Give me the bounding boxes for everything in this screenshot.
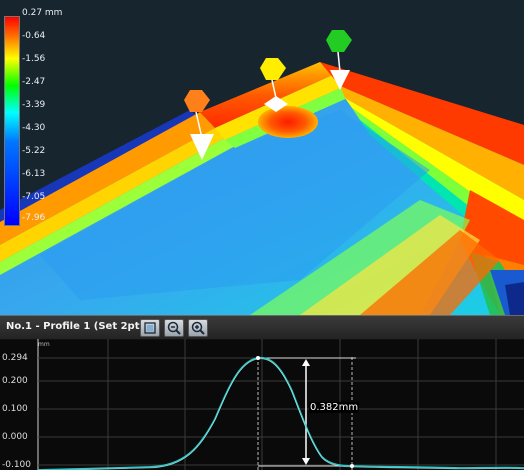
profile-graph[interactable]: mm 0.294 0.200 0.100 0.000 -0.100 0.382m… xyxy=(0,339,524,470)
legend-label: -6.13 xyxy=(22,169,46,179)
3d-surface-view[interactable]: 0.27 mm -0.64 -1.56 -2.47 -3.39 -4.30 -5… xyxy=(0,0,524,315)
profile-plot-area xyxy=(37,339,524,470)
y-tick-label: 0.000 xyxy=(2,432,28,442)
legend-label: -2.47 xyxy=(22,77,46,87)
legend-label: -5.22 xyxy=(22,146,46,156)
height-measurement-label: 0.382mm xyxy=(309,402,360,413)
zoom-in-icon xyxy=(191,321,205,335)
zoom-out-button[interactable] xyxy=(164,319,184,337)
color-scale-bar xyxy=(4,16,20,226)
legend-label: -0.64 xyxy=(22,31,46,41)
height-map-surface xyxy=(0,62,524,315)
fit-view-icon xyxy=(144,322,156,334)
y-tick-label: -0.100 xyxy=(2,460,32,470)
measure-point-1-marker[interactable] xyxy=(180,86,220,166)
set-point-1 xyxy=(256,356,260,360)
measure-point-2-marker[interactable] xyxy=(258,54,298,116)
legend-label: -7.05 xyxy=(22,192,46,202)
legend-label: -3.39 xyxy=(22,100,46,110)
profile-title: No.1 - Profile 1 (Set 2pt.) xyxy=(6,321,148,332)
y-tick-label: 0.200 xyxy=(2,376,28,386)
profile-panel: No.1 - Profile 1 (Set 2pt.) xyxy=(0,315,524,470)
profile-curve xyxy=(37,357,524,470)
y-tick-label: 0.294 xyxy=(2,353,28,363)
zoom-in-button[interactable] xyxy=(188,319,208,337)
color-scale-legend xyxy=(2,8,62,226)
fit-view-button[interactable] xyxy=(140,319,160,337)
legend-label: -7.96 xyxy=(22,213,46,223)
set-point-2 xyxy=(350,464,354,468)
y-tick-label: 0.100 xyxy=(2,404,28,414)
measure-point-3-marker[interactable] xyxy=(324,26,360,96)
legend-label: -4.30 xyxy=(22,123,46,133)
y-axis-unit: mm xyxy=(38,341,50,348)
zoom-out-icon xyxy=(167,321,181,335)
legend-label: -1.56 xyxy=(22,54,46,64)
profile-toolbar: No.1 - Profile 1 (Set 2pt.) xyxy=(0,315,524,340)
legend-label: 0.27 mm xyxy=(22,8,63,18)
